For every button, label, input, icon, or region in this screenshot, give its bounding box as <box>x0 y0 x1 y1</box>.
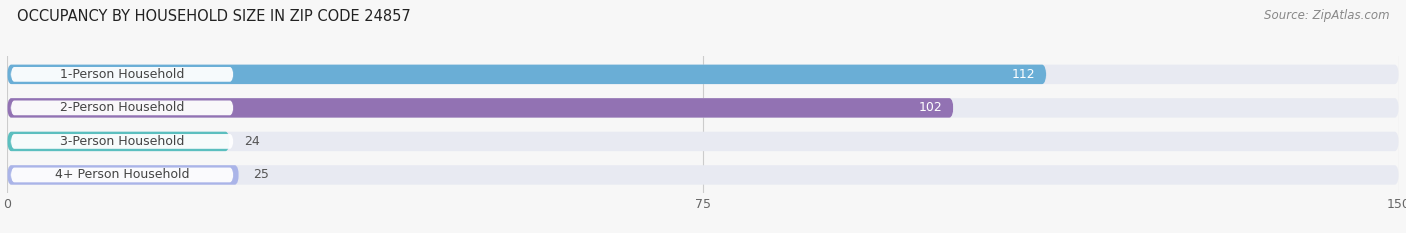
FancyBboxPatch shape <box>7 132 229 151</box>
Text: 25: 25 <box>253 168 269 182</box>
FancyBboxPatch shape <box>11 168 233 182</box>
Text: 112: 112 <box>1011 68 1035 81</box>
FancyBboxPatch shape <box>7 65 1399 84</box>
FancyBboxPatch shape <box>7 98 1399 118</box>
FancyBboxPatch shape <box>7 132 1399 151</box>
Text: 102: 102 <box>918 101 942 114</box>
Text: 3-Person Household: 3-Person Household <box>60 135 184 148</box>
FancyBboxPatch shape <box>7 165 239 185</box>
Text: 24: 24 <box>243 135 260 148</box>
FancyBboxPatch shape <box>7 65 1046 84</box>
Text: Source: ZipAtlas.com: Source: ZipAtlas.com <box>1264 9 1389 22</box>
FancyBboxPatch shape <box>11 100 233 115</box>
Text: OCCUPANCY BY HOUSEHOLD SIZE IN ZIP CODE 24857: OCCUPANCY BY HOUSEHOLD SIZE IN ZIP CODE … <box>17 9 411 24</box>
FancyBboxPatch shape <box>7 98 953 118</box>
FancyBboxPatch shape <box>11 67 233 82</box>
FancyBboxPatch shape <box>7 165 1399 185</box>
Text: 4+ Person Household: 4+ Person Household <box>55 168 190 182</box>
Text: 2-Person Household: 2-Person Household <box>60 101 184 114</box>
Text: 1-Person Household: 1-Person Household <box>60 68 184 81</box>
FancyBboxPatch shape <box>11 134 233 149</box>
